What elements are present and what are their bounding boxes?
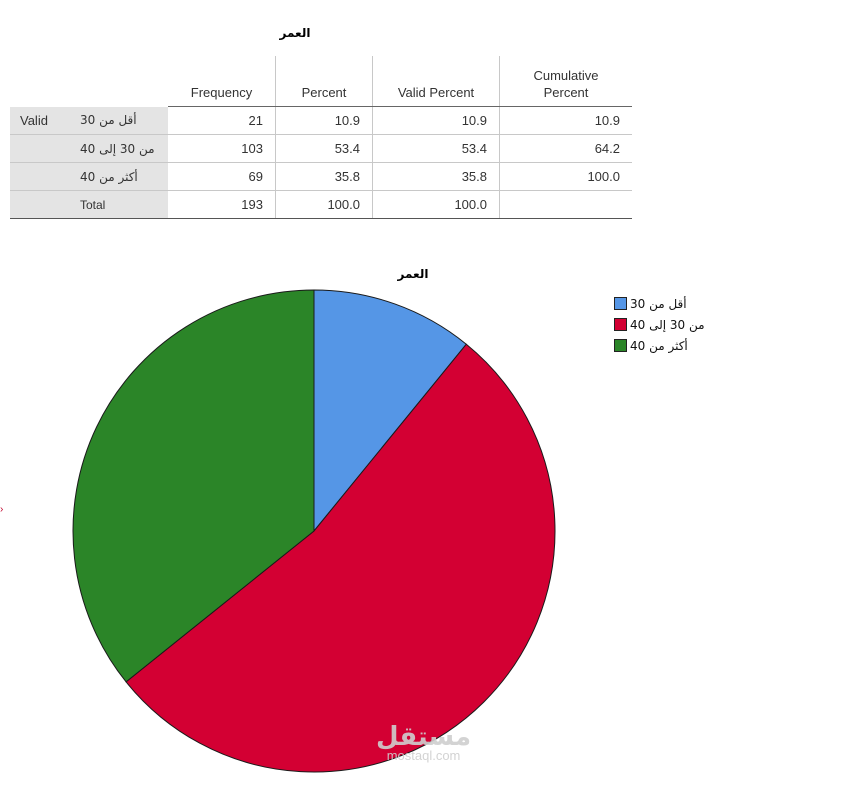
- header-frequency: Frequency: [168, 56, 276, 107]
- cell-frequency: 21: [168, 106, 276, 135]
- legend-swatch: [614, 318, 627, 331]
- table-row-total: Total 193 100.0 100.0: [10, 190, 632, 219]
- cell-cumulative: 64.2: [499, 134, 632, 163]
- pie-slice: [125, 343, 556, 773]
- legend-label: أكثر من 40: [630, 338, 688, 353]
- valid-label: Valid: [10, 106, 68, 135]
- cell-frequency: 69: [168, 162, 276, 191]
- pie-slices: [72, 289, 556, 773]
- pie-chart: العمر: [72, 267, 556, 773]
- chart-title: العمر: [397, 267, 429, 281]
- cell-cumulative: 10.9: [499, 106, 632, 135]
- pie-slice: [313, 289, 468, 533]
- row-label: Total: [68, 190, 168, 219]
- table-row: Valid أقل من 30 21 10.9 10.9 10.9: [10, 106, 632, 135]
- cell-frequency: 193: [168, 190, 276, 219]
- legend-label: من 30 إلى 40: [630, 317, 705, 332]
- cell-frequency: 103: [168, 134, 276, 163]
- header-cumulative-percent: Cumulative Percent: [499, 56, 632, 107]
- pie-slice: [72, 289, 315, 683]
- legend-item: أكثر من 40: [614, 335, 705, 356]
- frequency-table: Frequency Percent Valid Percent Cumulati…: [10, 56, 632, 219]
- watermark-url: mostaql.com: [386, 748, 461, 763]
- cell-valid-percent: 100.0: [372, 190, 500, 219]
- cell-percent: 100.0: [275, 190, 373, 219]
- cell-cumulative: [499, 190, 632, 219]
- row-label: من 30 إلى 40: [68, 134, 168, 163]
- cell-percent: 53.4: [275, 134, 373, 163]
- cell-valid-percent: 53.4: [372, 134, 500, 163]
- cell-cumulative: 100.0: [499, 162, 632, 191]
- cell-valid-percent: 10.9: [372, 106, 500, 135]
- table-row: أكثر من 40 69 35.8 35.8 100.0: [10, 162, 632, 191]
- legend-item: أقل من 30: [614, 293, 705, 314]
- watermark: مستقل mostaql.com: [376, 722, 471, 763]
- legend-item: من 30 إلى 40: [614, 314, 705, 335]
- cell-percent: 35.8: [275, 162, 373, 191]
- cell-valid-percent: 35.8: [372, 162, 500, 191]
- chart-legend: أقل من 30 من 30 إلى 40 أكثر من 40: [614, 293, 705, 356]
- header-valid-percent: Valid Percent: [372, 56, 500, 107]
- edge-marker: ›: [0, 504, 4, 515]
- legend-label: أقل من 30: [630, 296, 687, 311]
- cell-percent: 10.9: [275, 106, 373, 135]
- table-row: من 30 إلى 40 103 53.4 53.4 64.2: [10, 134, 632, 163]
- table-title: العمر: [279, 26, 311, 40]
- legend-swatch: [614, 339, 627, 352]
- legend-swatch: [614, 297, 627, 310]
- table-header-row: Frequency Percent Valid Percent Cumulati…: [10, 56, 632, 107]
- watermark-logo: مستقل: [376, 722, 472, 752]
- row-label: أقل من 30: [68, 106, 168, 135]
- header-percent: Percent: [275, 56, 373, 107]
- row-label: أكثر من 40: [68, 162, 168, 191]
